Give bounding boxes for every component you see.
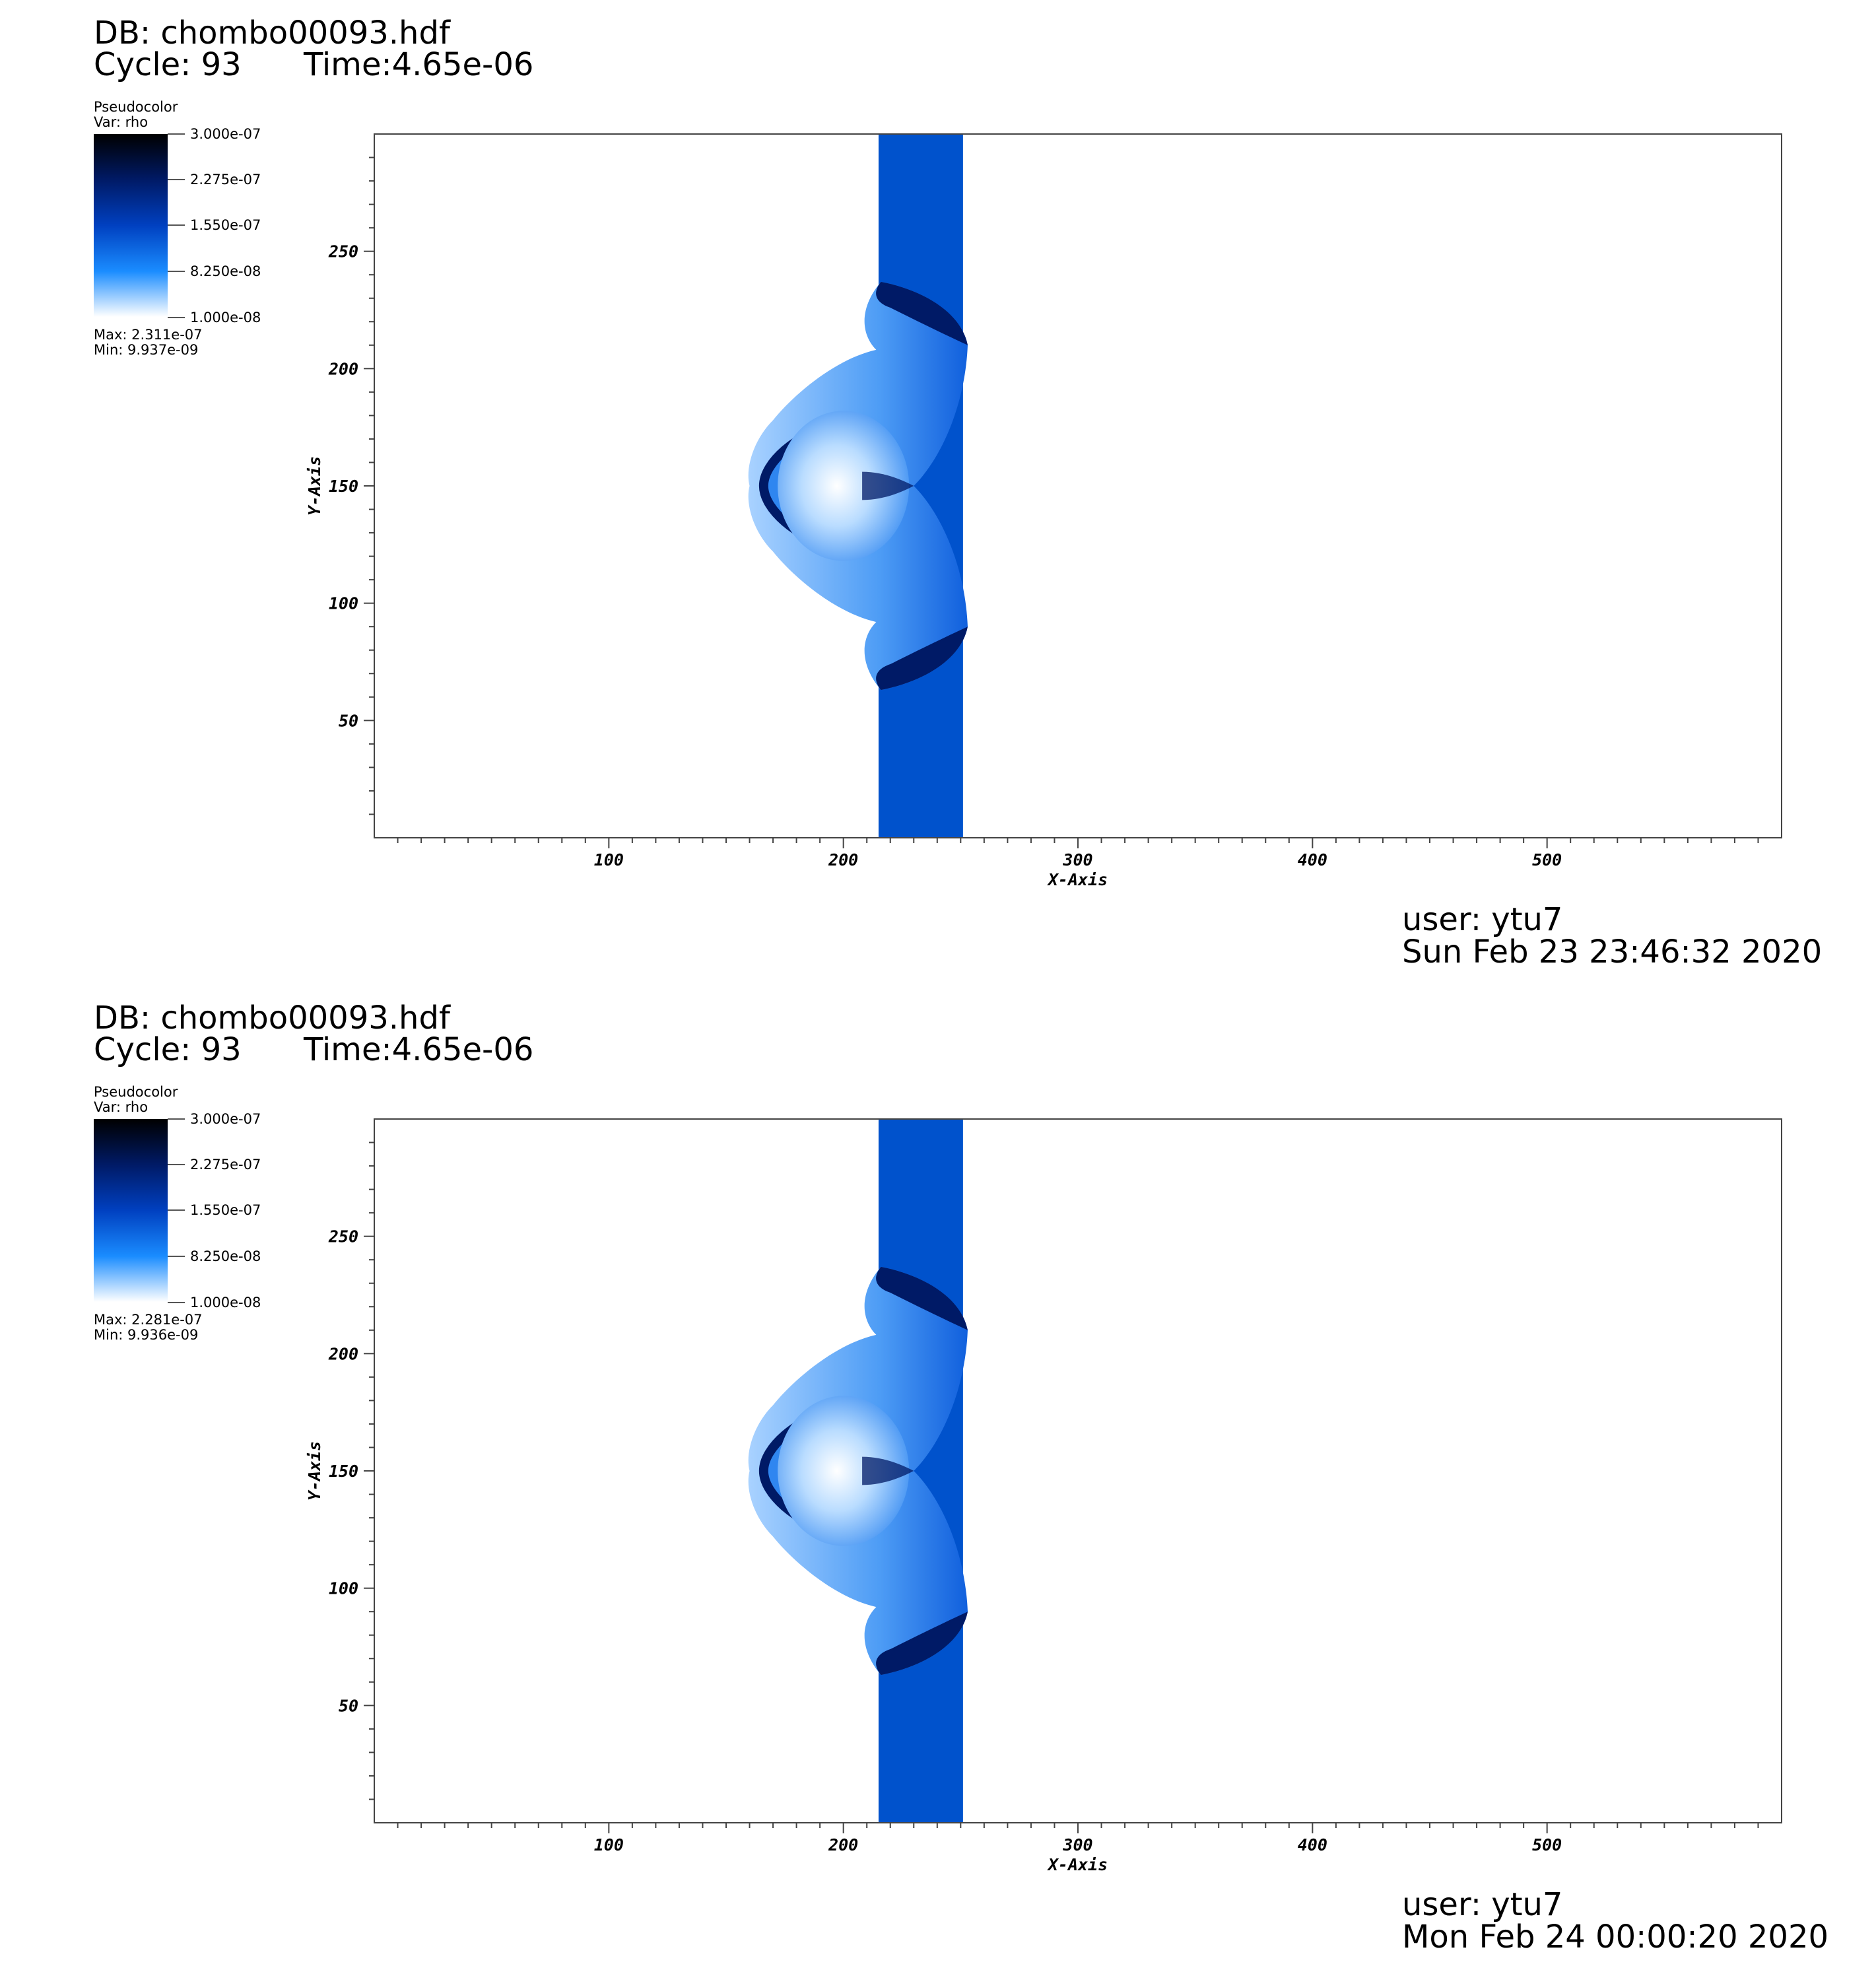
- axes: 100 200 300 400 500 50 100 150 200 250 X-Axis Y-Axi…: [305, 133, 1782, 889]
- y-tick-label: 250: [328, 242, 358, 261]
- plot-frame: [374, 133, 1782, 838]
- x-tick-label: 400: [1298, 1835, 1327, 1854]
- y-tick-label: 50: [339, 1696, 358, 1715]
- y-tick-label: 100: [329, 1579, 358, 1598]
- heatmap-plot: 100 200 300 400 500 50 100 150 200 250 X-Axis Y-Axi…: [305, 133, 1782, 889]
- colorbar-tick-label: 1.550e-07: [190, 217, 261, 233]
- colorbar-tick: [168, 179, 185, 180]
- x-axis-title: X-Axis: [1047, 1855, 1108, 1874]
- footer-date: Mon Feb 24 00:00:20 2020: [1402, 1919, 1829, 1955]
- x-tick-label: 300: [1062, 1835, 1092, 1854]
- x-tick-label: 300: [1062, 850, 1092, 869]
- colorbar-tick-label: 1.000e-08: [190, 1295, 261, 1310]
- footer-user: user: ytu7: [1402, 901, 1563, 938]
- legend-min: Min: 9.937e-09: [94, 342, 199, 358]
- plot-frame: [374, 1118, 1782, 1823]
- colorbar: [94, 1119, 168, 1302]
- colorbar-tick: [168, 271, 185, 272]
- database-title: DB: chombo00093.hdf: [94, 1000, 450, 1036]
- colorbar-tick-label: 3.000e-07: [190, 126, 261, 142]
- legend-plot-type: Pseudocolor: [94, 1084, 178, 1100]
- colorbar-tick-label: 2.275e-07: [190, 172, 261, 187]
- axes: 100 200 300 400 500 50 100 150 200 250 X-Axis Y-Axi…: [305, 1118, 1782, 1874]
- x-tick-label: 500: [1532, 850, 1562, 869]
- y-tick-label: 150: [329, 477, 358, 496]
- database-title: DB: chombo00093.hdf: [94, 15, 450, 51]
- trailing-jet: [862, 471, 914, 500]
- x-axis-title: X-Axis: [1047, 870, 1108, 889]
- y-axis-title: Y-Axis: [305, 456, 324, 516]
- colorbar-tick: [168, 1256, 185, 1257]
- y-tick-label: 100: [329, 594, 358, 613]
- colorbar-tick: [168, 133, 185, 135]
- legend-min: Min: 9.936e-09: [94, 1327, 199, 1343]
- colorbar-tick: [168, 224, 185, 226]
- legend-variable: Var: rho: [94, 114, 149, 130]
- colorbar-tick-label: 8.250e-08: [190, 263, 261, 279]
- y-tick-label: 250: [328, 1227, 358, 1246]
- y-tick-label: 50: [339, 711, 358, 730]
- colorbar-tick-label: 1.000e-08: [190, 310, 261, 325]
- colorbar-tick: [168, 1118, 185, 1120]
- plot-area: [748, 1119, 968, 1823]
- legend-plot-type: Pseudocolor: [94, 99, 178, 115]
- plot-panel-1: DB: chombo00093.hdf Cycle: 93 Time:4.65e…: [94, 15, 1823, 970]
- colorbar-tick-label: 3.000e-07: [190, 1111, 261, 1127]
- time-label: Time:4.65e-06: [304, 46, 534, 83]
- x-tick-label: 200: [828, 1835, 858, 1854]
- x-tick-label: 100: [594, 850, 624, 869]
- lower-dense-cap: [876, 627, 968, 691]
- x-tick-label: 500: [1532, 1835, 1562, 1854]
- colorbar-tick-label: 2.275e-07: [190, 1157, 261, 1172]
- y-axis-title: Y-Axis: [305, 1441, 324, 1501]
- x-tick-label: 100: [594, 1835, 624, 1854]
- y-tick-label: 200: [328, 1344, 358, 1363]
- legend-max: Max: 2.311e-07: [94, 327, 203, 343]
- lower-dense-cap: [876, 1612, 968, 1676]
- heatmap-plot: 100 200 300 400 500 50 100 150 200 250 X-Axis Y-Axi…: [305, 1118, 1782, 1874]
- colorbar-tick-label: 1.550e-07: [190, 1202, 261, 1218]
- x-tick-label: 200: [828, 850, 858, 869]
- upper-dense-cap: [876, 281, 968, 345]
- trailing-jet: [862, 1456, 914, 1485]
- x-tick-label: 400: [1298, 850, 1327, 869]
- time-label: Time:4.65e-06: [304, 1031, 534, 1068]
- plot-area: [748, 134, 968, 838]
- colorbar-tick: [168, 1209, 185, 1211]
- low-density-cavity: [778, 411, 910, 561]
- colorbar-tick: [168, 1302, 185, 1303]
- legend-variable: Var: rho: [94, 1099, 149, 1115]
- upper-dense-cap: [876, 1266, 968, 1330]
- cycle-label: Cycle: 93: [94, 1031, 242, 1068]
- colorbar: [94, 134, 168, 317]
- legend-max: Max: 2.281e-07: [94, 1312, 203, 1328]
- footer-user: user: ytu7: [1402, 1886, 1563, 1923]
- y-tick-label: 150: [329, 1462, 358, 1481]
- cycle-label: Cycle: 93: [94, 46, 242, 83]
- y-tick-label: 200: [328, 359, 358, 378]
- colorbar-tick-label: 8.250e-08: [190, 1248, 261, 1264]
- colorbar-tick: [168, 317, 185, 318]
- footer-date: Sun Feb 23 23:46:32 2020: [1402, 934, 1823, 970]
- colorbar-tick: [168, 1164, 185, 1165]
- low-density-cavity: [778, 1396, 910, 1546]
- plot-panel-2: DB: chombo00093.hdf Cycle: 93 Time:4.65e…: [0, 985, 1876, 1970]
